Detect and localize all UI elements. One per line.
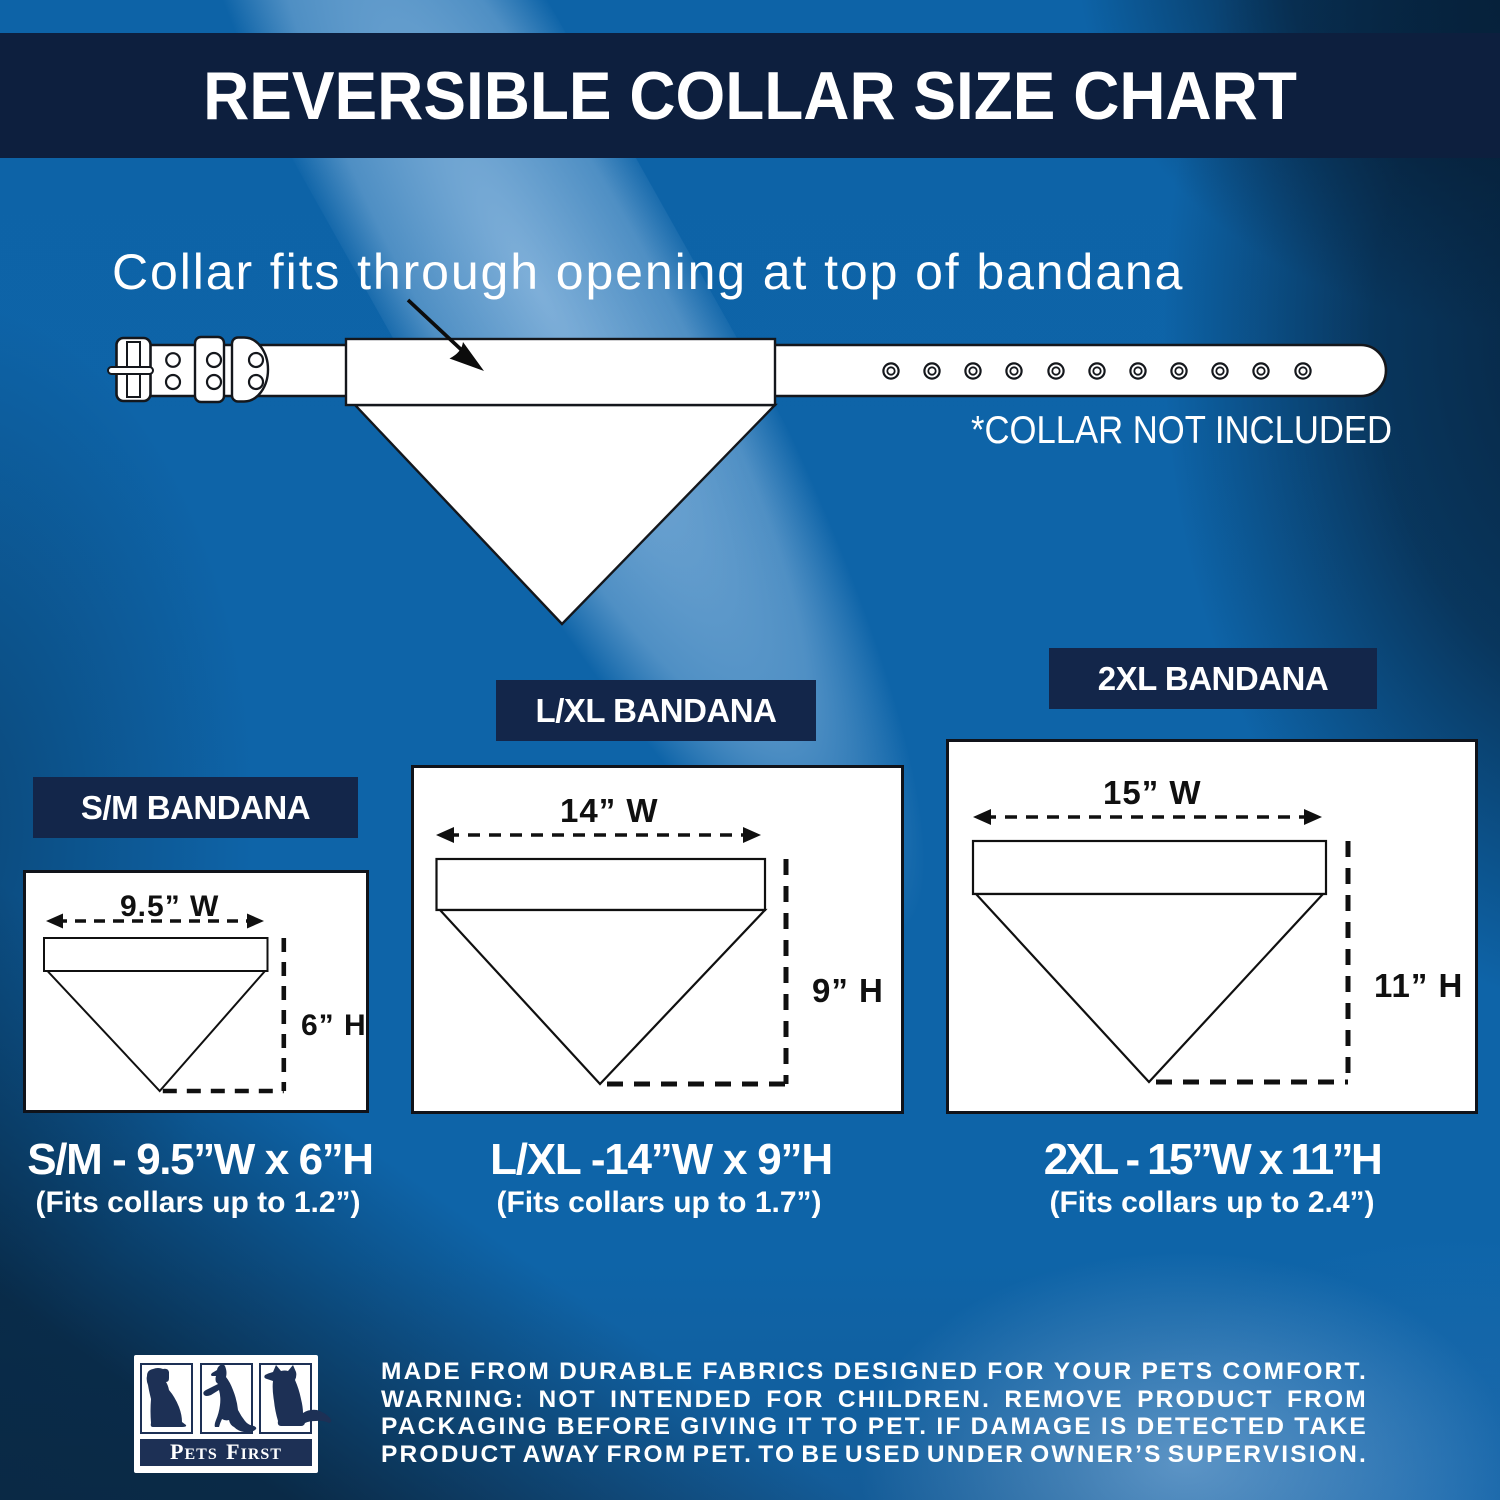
svg-text:6” H: 6” H	[301, 1009, 367, 1042]
svg-text:15” W: 15” W	[1103, 774, 1202, 811]
svg-text:14” W: 14” W	[560, 792, 659, 829]
svg-text:9.5” W: 9.5” W	[120, 890, 219, 923]
svg-text:9” H: 9” H	[812, 972, 884, 1009]
svg-text:11” H: 11” H	[1374, 967, 1463, 1004]
